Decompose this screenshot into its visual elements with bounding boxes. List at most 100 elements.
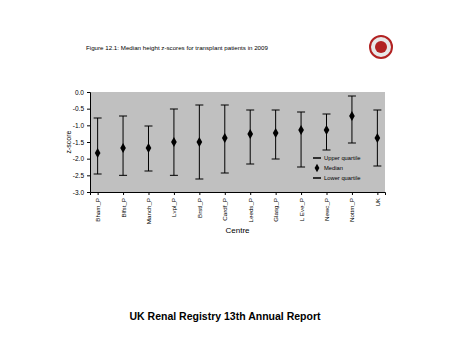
x-tick: UK [374,192,381,207]
legend-label: Median [324,165,343,171]
x-axis-title: Centre [225,226,250,235]
y-axis: 0.0 -0.5 -1.0 -1.5 -2.0 -2.5 -3.0 [73,89,91,196]
y-tick: 0.0 [75,89,90,96]
x-tick-label: Bham_P [94,198,101,222]
median-marker [197,137,203,147]
quartile-cap [373,110,381,111]
y-tick-label: -1.5 [73,139,85,146]
y-tick-label: -1.0 [73,122,85,129]
x-tick-label: UK [374,197,381,206]
legend: Upper quartile Median Lower quartile [313,155,360,181]
median-marker [298,125,304,135]
quartile-cap [373,166,381,167]
median-marker [375,133,381,143]
y-tick-mark [87,142,90,143]
quartile-cap [170,109,178,110]
y-tick-mark [87,92,90,93]
y-tick: -3.0 [73,189,90,196]
logo-ring [370,36,392,58]
quartile-cap [195,179,203,180]
y-tick-mark [87,192,90,193]
quartile-cap [221,173,229,174]
quartile-range [97,118,98,174]
y-tick-mark [87,109,90,110]
x-tick-mark [123,192,124,195]
x-tick: Lvpl_P [170,192,177,217]
median-marker [273,128,279,138]
x-axis: Bham_PBlfst_PManch_PLvpl_PBrstl_PCardf_P… [91,192,386,224]
x-tick: Glasg_P [272,192,279,222]
legend-symbol [313,177,321,179]
legend-label: Lower quartile [324,175,360,181]
legend-item: Median [315,164,343,172]
quartile-cap [323,114,331,115]
marks [94,96,382,179]
quartile-cap [297,112,305,113]
y-axis-line [87,93,91,193]
y-tick: -2.0 [73,155,90,162]
x-tick: L Eve_P [298,192,305,221]
x-tick-mark [98,192,99,195]
x-tick-mark [250,192,251,195]
quartile-cap [221,105,229,106]
median-marker [247,129,253,139]
footer: UK Renal Registry 13th Annual Report [130,310,321,322]
title: Figure 12.1: Median height z-scores for … [86,44,269,51]
logo [370,36,392,58]
x-tick-label: Leeds_P [247,198,254,222]
y-tick: -1.5 [73,139,90,146]
x-tick-mark [174,192,175,195]
x-tick-mark [327,192,328,195]
quartile-cap [348,96,356,97]
x-tick-label: Blfst_P [120,198,127,218]
chart: Figure 12.1: Median height z-scores for … [0,0,450,338]
median-marker [171,137,177,147]
y-tick-label: -0.5 [73,105,85,112]
x-tick-label: Lvpl_P [170,198,177,217]
quartile-cap [170,175,178,176]
logo-core [375,41,387,53]
legend-item: Upper quartile [313,155,360,161]
x-tick-label: Brstl_P [196,198,203,218]
median-marker [324,125,330,135]
quartile-cap [119,175,127,176]
quartile-cap [348,143,356,144]
y-tick: -2.5 [73,172,90,179]
quartile-cap [297,167,305,168]
y-tick-mark [87,125,90,126]
quartile-cap [323,150,331,151]
legend-symbol [313,157,321,159]
median-marker [349,111,355,121]
x-tick-label: Glasg_P [272,198,279,222]
y-tick-label: -3.0 [73,189,85,196]
x-tick-mark [199,192,200,195]
y-tick-label: 0.0 [75,89,84,96]
x-tick-mark [352,192,353,195]
x-tick: Blfst_P [120,192,127,218]
median-marker [222,133,228,143]
quartile-cap [119,116,127,117]
quartile-cap [94,118,102,119]
x-tick: Leeds_P [247,192,254,222]
y-axis-title: z-score [65,130,72,153]
y-tick-mark [87,159,90,160]
x-tick-label: Nottm_P [348,198,355,222]
x-tick-mark [225,192,226,195]
quartile-cap [144,171,152,172]
quartile-cap [246,164,254,165]
x-tick-label: L Eve_P [298,198,305,221]
quartile-cap [272,110,280,111]
median-marker [95,148,101,158]
y-tick: -0.5 [73,105,90,112]
median-marker [146,143,152,153]
x-tick: Bham_P [94,192,101,222]
legend-symbol [315,164,320,172]
x-tick-mark [377,192,378,195]
y-tick-mark [87,175,90,176]
plot-area [90,92,385,192]
y-tick-label: -2.5 [73,172,85,179]
quartile-cap [94,174,102,175]
median-marker [120,143,126,153]
quartile-cap [272,159,280,160]
x-tick-mark [276,192,277,195]
